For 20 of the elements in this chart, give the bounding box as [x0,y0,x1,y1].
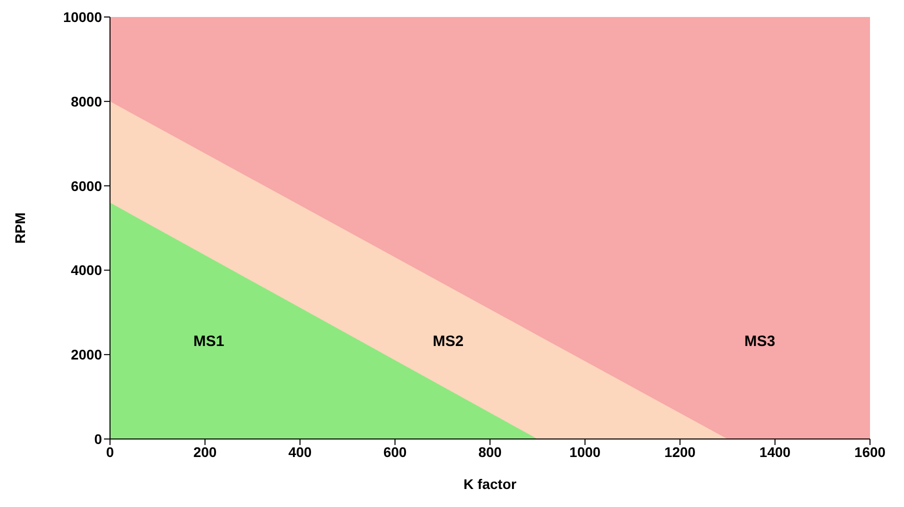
x-tick-label: 400 [288,444,312,460]
x-tick-label: 200 [193,444,217,460]
y-tick-label: 2000 [70,346,102,363]
x-tick-label: 1400 [759,444,791,460]
x-tick-label: 1600 [854,444,886,460]
x-tick-label: 0 [106,444,114,460]
y-axis-title: RPM [12,212,28,244]
x-tick-label: 1200 [664,444,696,460]
annotation: MS1 [193,332,224,350]
y-tick-label: 0 [94,430,102,447]
x-tick-label: 600 [383,444,407,460]
x-axis-title: K factor [464,476,517,492]
x-tick-label: 800 [478,444,502,460]
annotation: MS2 [432,332,464,350]
x-tick-label: 1000 [569,444,601,460]
y-tick-label: 6000 [70,178,102,194]
y-tick-label: 8000 [70,93,102,110]
y-tick-label: 10000 [63,8,102,25]
y-tick-label: 4000 [70,262,102,278]
annotation: MS3 [744,332,776,350]
